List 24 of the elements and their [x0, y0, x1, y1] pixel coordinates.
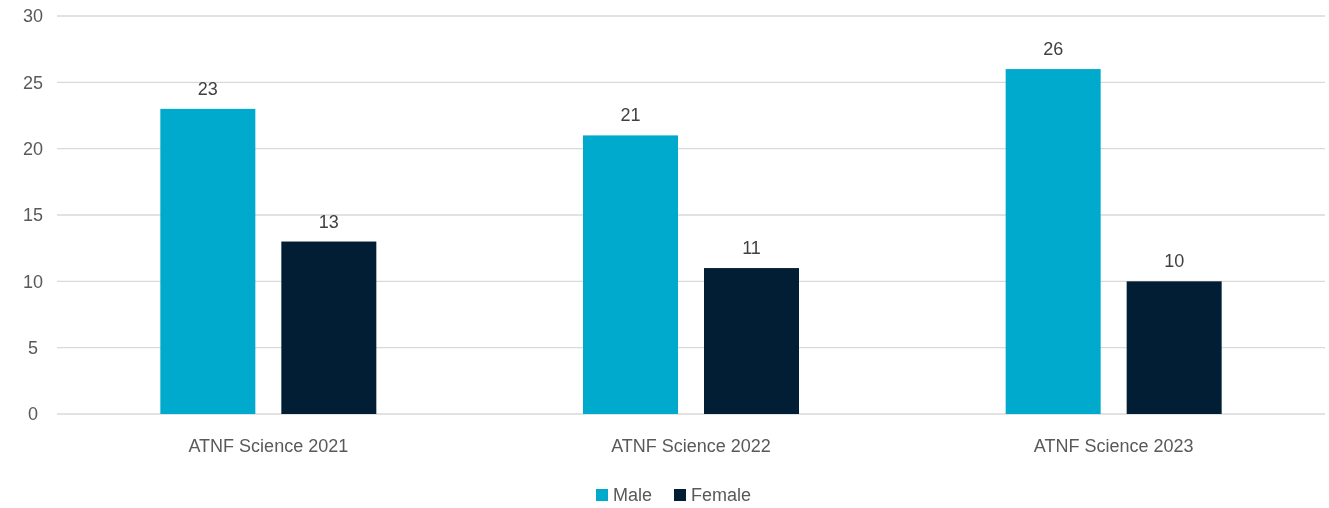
x-tick-label: ATNF Science 2022 [611, 436, 771, 456]
data-label: 13 [318, 211, 339, 232]
x-tick-label: ATNF Science 2021 [188, 436, 349, 456]
data-label: 10 [1164, 251, 1185, 272]
y-tick-label: 30 [22, 6, 44, 27]
bar [281, 241, 377, 414]
bar [1005, 69, 1101, 414]
legend-label: Female [691, 485, 752, 506]
y-tick-label: 0 [27, 404, 39, 425]
y-tick-label: 20 [22, 138, 44, 159]
bar [583, 135, 678, 414]
y-tick-label: 25 [22, 72, 44, 93]
y-tick-label: 10 [22, 271, 44, 292]
y-tick-label: 15 [22, 205, 44, 226]
y-tick-label: 5 [27, 337, 39, 358]
bar [704, 268, 799, 414]
data-label: 23 [197, 78, 218, 99]
data-label: 26 [1043, 39, 1064, 60]
x-tick-label: ATNF Science 2023 [1033, 436, 1194, 456]
bar [160, 108, 256, 414]
data-label: 21 [620, 105, 641, 126]
legend-label: Male [613, 485, 653, 506]
bar [1126, 281, 1222, 414]
data-label: 11 [742, 238, 761, 259]
